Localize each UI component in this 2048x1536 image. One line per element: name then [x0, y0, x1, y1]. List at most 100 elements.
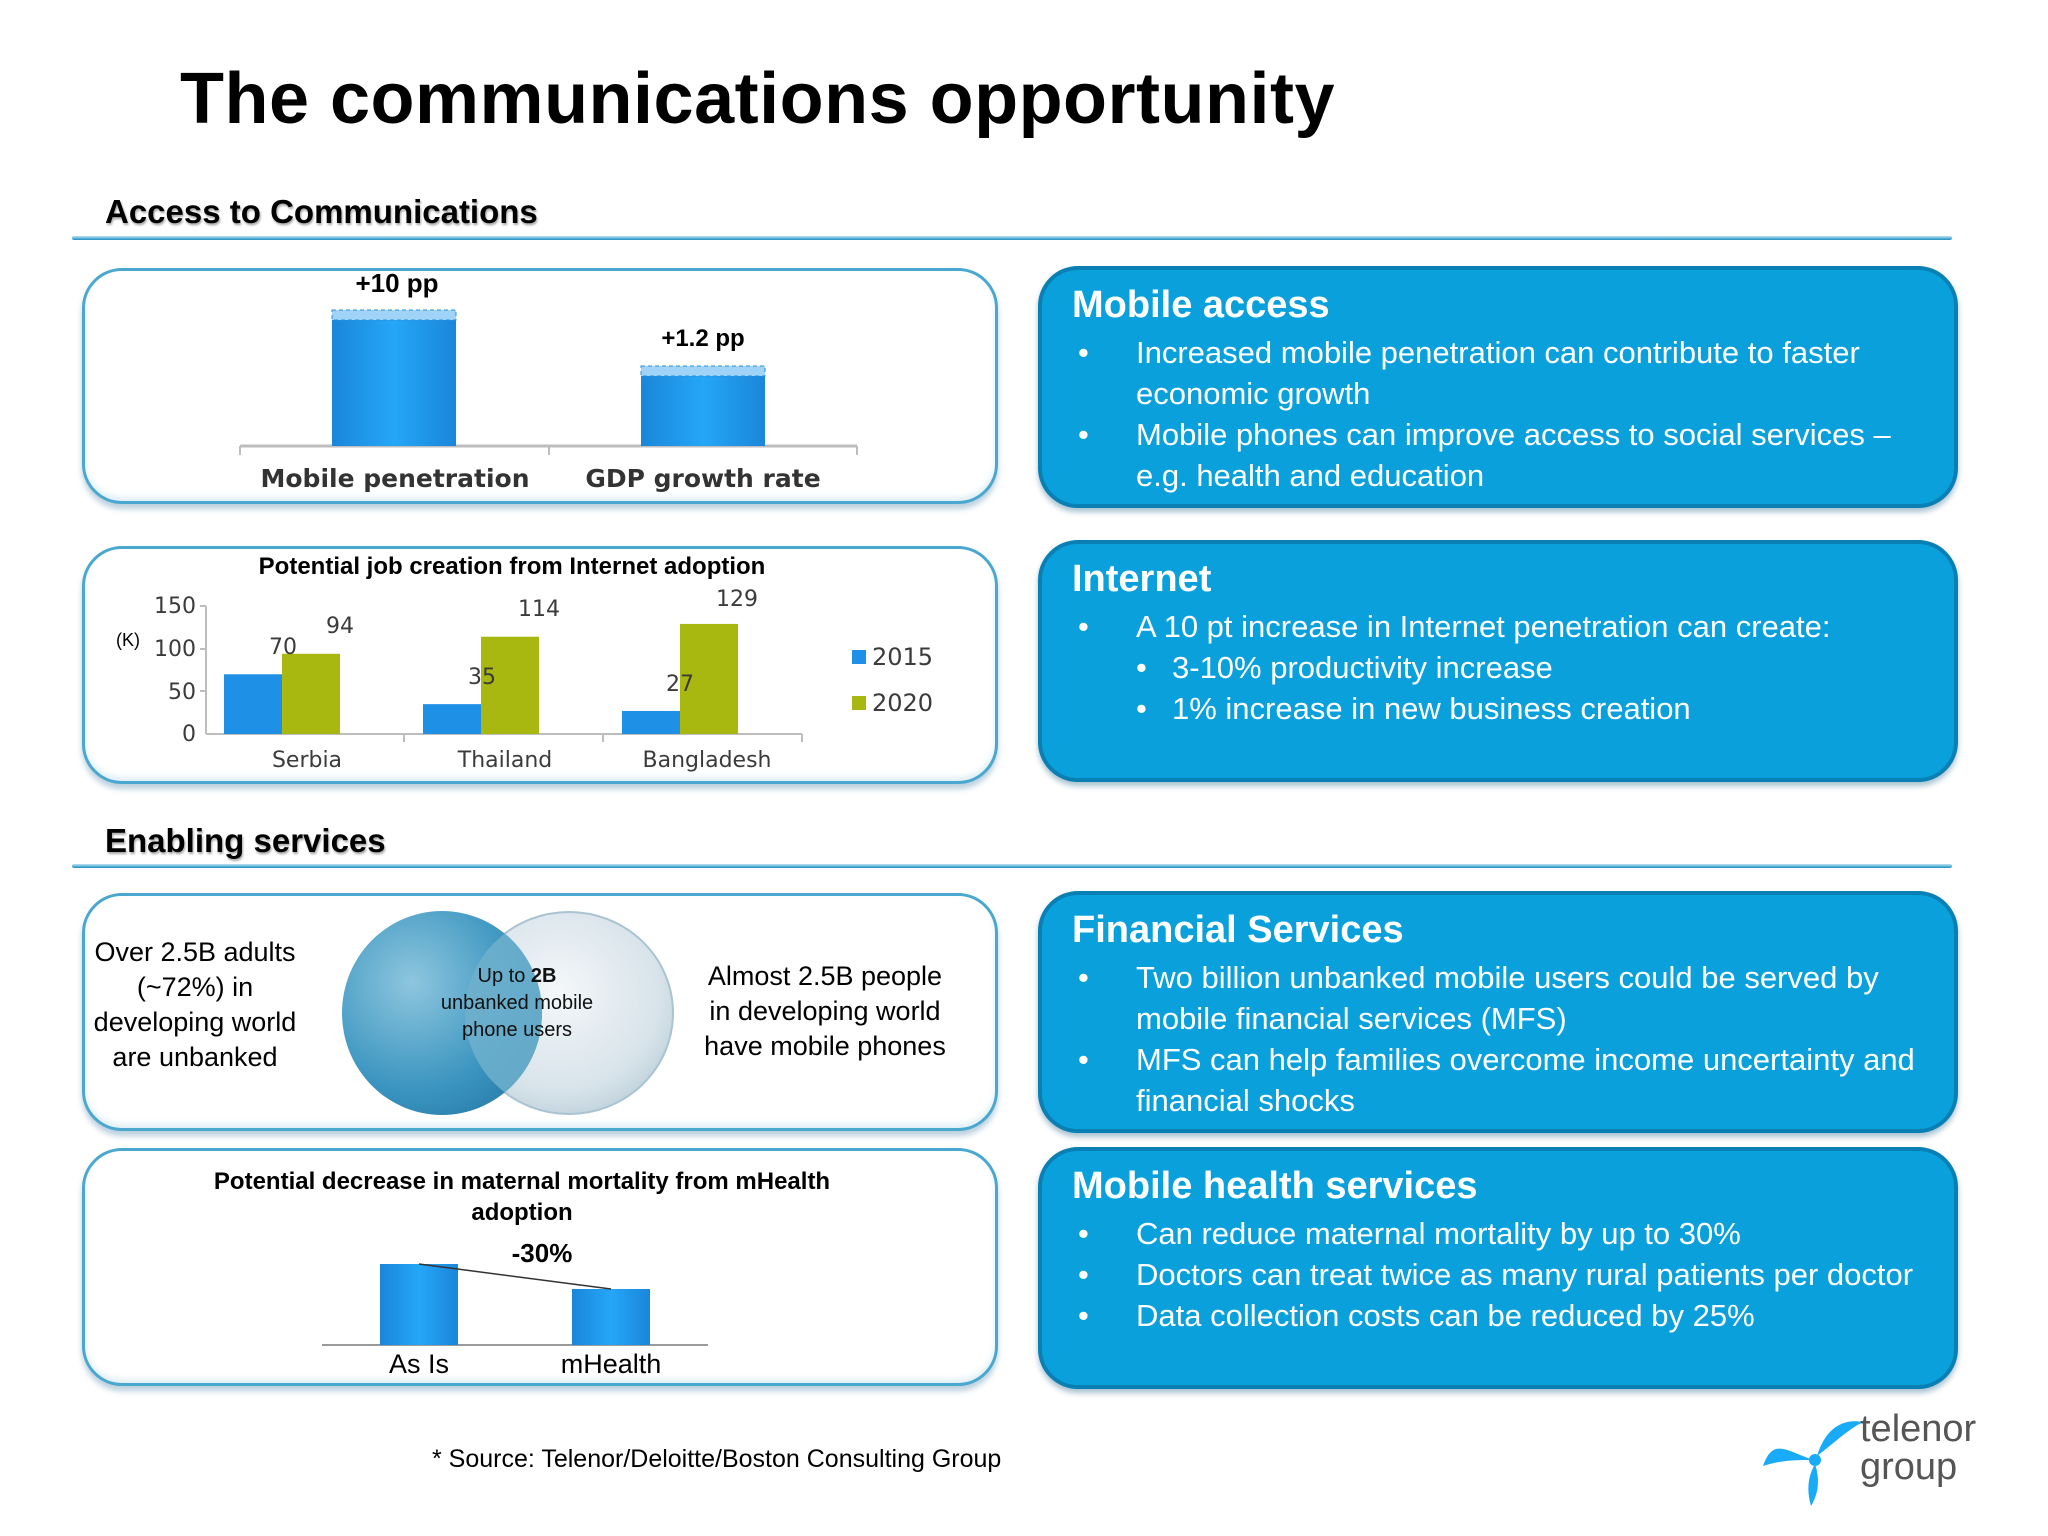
- venn-left-line: are unbanked: [112, 1042, 278, 1072]
- jobs-legend-swatch-2020: [852, 696, 866, 710]
- mortality-title-line: adoption: [471, 1199, 573, 1226]
- mortality-category-mhealth: mHealth: [560, 1349, 662, 1379]
- impact-bar-mobile-penetration-increment: [331, 309, 457, 321]
- venn-overlap-prefix: Up to: [477, 965, 531, 987]
- venn-overlap-line: unbanked mobile: [440, 992, 594, 1014]
- mobile-health-item: Doctors can treat twice as many rural pa…: [1072, 1254, 1934, 1295]
- jobs-value-bangladesh-2015: 27: [666, 672, 694, 697]
- venn-left-line: developing world: [93, 1007, 297, 1037]
- jobs-chart-panel: [82, 546, 998, 784]
- logo-text-telenor: telenor: [1860, 1408, 1977, 1450]
- venn-left-text: Over 2.5B adults (~72%) in developing wo…: [90, 935, 300, 1075]
- internet-title: Internet: [1072, 558, 1212, 600]
- jobs-category-serbia: Serbia: [271, 748, 343, 773]
- jobs-bar-serbia-2020: [282, 653, 340, 734]
- mobile-health-title: Mobile health services: [1072, 1165, 1478, 1207]
- internet-item: A 10 pt increase in Internet penetration…: [1072, 606, 1934, 647]
- impact-category-mobile: Mobile penetration: [260, 464, 530, 493]
- internet-subitem: 3-10% productivity increase: [1072, 647, 1934, 688]
- jobs-bars: [224, 623, 738, 734]
- jobs-value-serbia-2020: 94: [326, 614, 354, 639]
- mobile-access-title: Mobile access: [1072, 284, 1330, 326]
- jobs-chart: Potential job creation from Internet ado…: [82, 546, 998, 784]
- impact-chart: +10 pp +1.2 pp Mobile penetration GDP gr…: [82, 268, 998, 504]
- section-divider: [72, 236, 1952, 240]
- internet-list: A 10 pt increase in Internet penetration…: [1072, 606, 1934, 729]
- internet-subitem: 1% increase in new business creation: [1072, 688, 1934, 729]
- internet-box: Internet A 10 pt increase in Internet pe…: [1038, 540, 1958, 782]
- venn-left-line: Over 2.5B adults: [94, 937, 296, 967]
- jobs-bar-thailand-2020: [481, 636, 539, 734]
- logo-text-group: group: [1860, 1446, 1958, 1488]
- venn-right-line: in developing world: [709, 996, 941, 1026]
- venn-overlap-line: phone users: [461, 1019, 573, 1041]
- mobile-health-item: Can reduce maternal mortality by up to 3…: [1072, 1213, 1934, 1254]
- mobile-health-list: Can reduce maternal mortality by up to 3…: [1072, 1213, 1934, 1336]
- jobs-ytick-0: 0: [182, 722, 196, 747]
- financial-services-box: Financial Services Two billion unbanked …: [1038, 891, 1958, 1133]
- mortality-chart: Potential decrease in maternal mortality…: [82, 1148, 998, 1386]
- venn-left-line: (~72%) in: [136, 972, 254, 1002]
- jobs-chart-svg: [200, 605, 803, 742]
- mobile-health-box: Mobile health services Can reduce matern…: [1038, 1147, 1958, 1389]
- mobile-health-item: Data collection costs can be reduced by …: [1072, 1295, 1934, 1336]
- mortality-bar-as-is: [380, 1264, 458, 1345]
- jobs-bar-bangladesh-2015: [622, 710, 680, 734]
- jobs-value-thailand-2015: 35: [468, 665, 496, 690]
- financial-services-list: Two billion unbanked mobile users could …: [1072, 957, 1934, 1121]
- jobs-chart-unit: (K): [116, 630, 140, 650]
- jobs-legend-2020: 2020: [872, 689, 934, 717]
- jobs-value-serbia-2015: 70: [269, 635, 297, 660]
- mobile-access-box: Mobile access Increased mobile penetrati…: [1038, 266, 1958, 508]
- section-heading-access: Access to Communications: [105, 193, 538, 230]
- jobs-ytick-50: 50: [168, 680, 196, 705]
- jobs-value-thailand-2020: 114: [518, 597, 560, 622]
- financial-services-title: Financial Services: [1072, 909, 1404, 951]
- venn-overlap-text: Up to 2B unbanked mobile phone users: [432, 963, 602, 1044]
- financial-services-item: Two billion unbanked mobile users could …: [1072, 957, 1934, 1039]
- jobs-bar-thailand-2015: [423, 704, 481, 734]
- page-title: The communications opportunity: [180, 59, 1336, 139]
- impact-chart-panel: [82, 268, 998, 504]
- jobs-category-thailand: Thailand: [457, 748, 553, 773]
- mortality-annotation: -30%: [511, 1238, 573, 1268]
- jobs-legend-2015: 2015: [872, 643, 934, 671]
- venn-diagram: Over 2.5B adults (~72%) in developing wo…: [82, 893, 998, 1131]
- mortality-chart-svg: [322, 1263, 708, 1346]
- impact-bar-gdp-growth: [641, 366, 765, 446]
- jobs-legend-swatch-2015: [852, 650, 866, 664]
- jobs-ytick-100: 100: [154, 637, 196, 662]
- jobs-ytick-150: 150: [154, 594, 196, 619]
- mobile-access-item: Increased mobile penetration can contrib…: [1072, 332, 1934, 414]
- impact-label-mobile: +10 pp: [355, 268, 439, 298]
- venn-right-line: Almost 2.5B people: [707, 961, 943, 991]
- venn-overlap: [465, 912, 542, 1114]
- venn-overlap-bold: 2B: [530, 965, 557, 987]
- jobs-bar-serbia-2015: [224, 674, 282, 734]
- financial-services-item: MFS can help families overcome income un…: [1072, 1039, 1934, 1121]
- impact-category-gdp: GDP growth rate: [585, 464, 821, 493]
- section-heading-enabling: Enabling services: [105, 822, 386, 859]
- telenor-logo: telenor group: [1755, 1408, 2005, 1508]
- mortality-bar-mhealth: [572, 1289, 650, 1345]
- impact-label-gdp: +1.2 pp: [661, 325, 745, 352]
- mobile-access-item: Mobile phones can improve access to soci…: [1072, 414, 1934, 496]
- venn-right-line: have mobile phones: [704, 1031, 946, 1061]
- impact-bar-gdp-growth-increment: [640, 365, 766, 377]
- source-footnote: * Source: Telenor/Deloitte/Boston Consul…: [432, 1445, 1002, 1473]
- impact-bar-mobile-penetration: [332, 310, 456, 446]
- jobs-value-bangladesh-2020: 129: [716, 587, 758, 612]
- mortality-chart-title: Potential decrease in maternal mortality…: [182, 1166, 862, 1228]
- mobile-access-list: Increased mobile penetration can contrib…: [1072, 332, 1934, 496]
- mortality-chart-panel: [82, 1148, 998, 1386]
- venn-right-text: Almost 2.5B people in developing world h…: [690, 959, 960, 1064]
- telenor-propeller-icon: [1763, 1421, 1863, 1506]
- mortality-connector-line: [418, 1263, 612, 1290]
- jobs-category-bangladesh: Bangladesh: [642, 748, 772, 773]
- jobs-chart-title: Potential job creation from Internet ado…: [258, 553, 766, 580]
- mortality-title-line: Potential decrease in maternal mortality…: [213, 1168, 831, 1195]
- impact-chart-svg: [239, 309, 858, 455]
- section-divider: [72, 864, 1952, 868]
- mortality-category-as-is: As Is: [388, 1349, 449, 1379]
- jobs-bar-bangladesh-2020: [680, 623, 738, 734]
